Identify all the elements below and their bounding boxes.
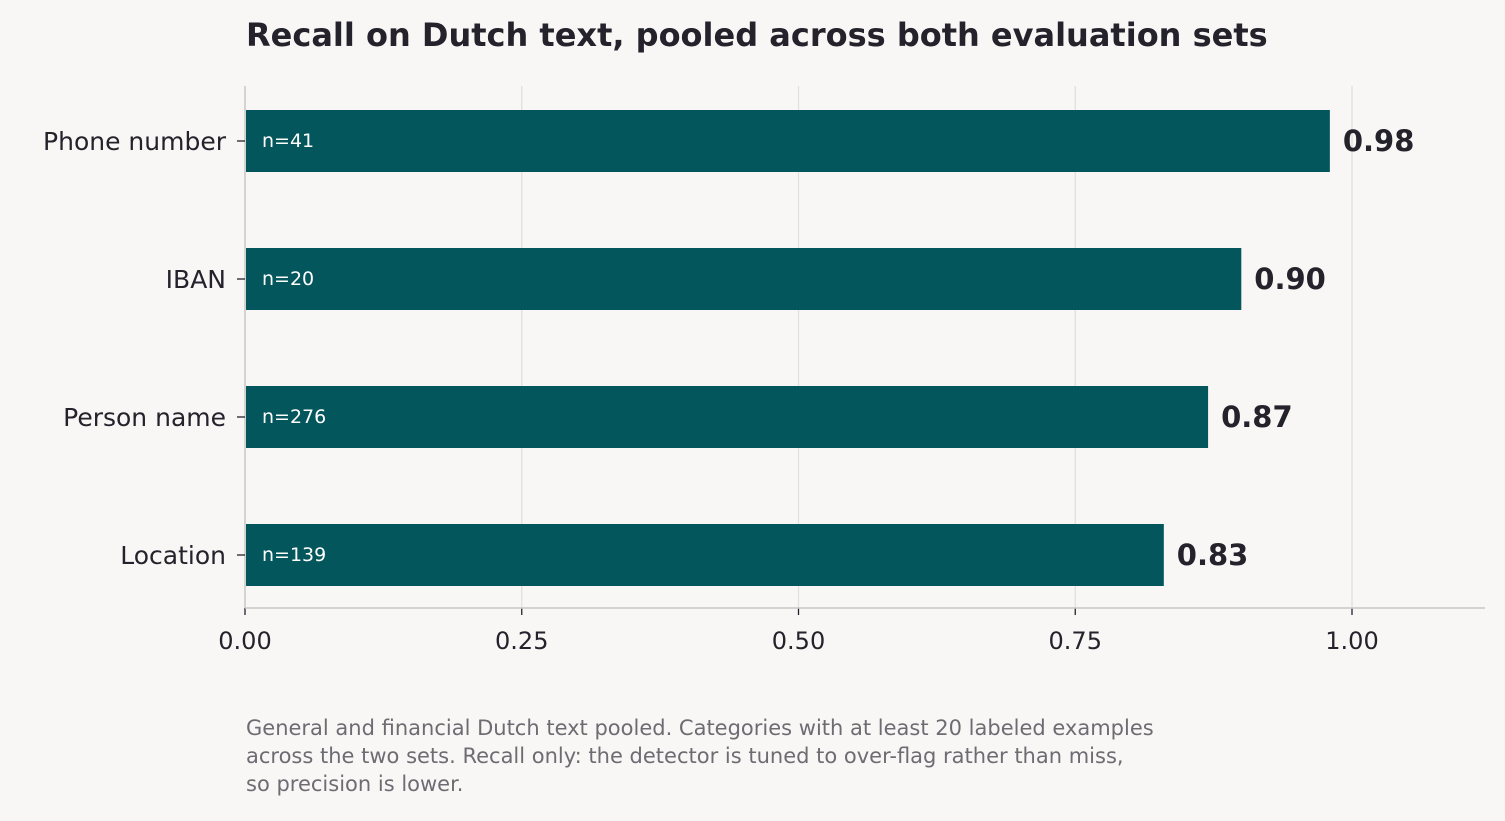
- x-tick-label: 0.75: [1049, 627, 1102, 655]
- value-label: 0.83: [1177, 538, 1249, 572]
- value-label: 0.98: [1343, 124, 1415, 158]
- x-tick-label: 0.50: [772, 627, 825, 655]
- category-label: Phone number: [43, 127, 227, 156]
- x-tick-label: 1.00: [1325, 627, 1378, 655]
- footnote-line: General and financial Dutch text pooled.…: [246, 716, 1154, 740]
- bars: [246, 110, 1330, 586]
- footnote: General and financial Dutch text pooled.…: [246, 714, 1346, 798]
- category-label: Person name: [63, 403, 226, 432]
- footnote-line: so precision is lower.: [246, 772, 464, 796]
- category-label: IBAN: [166, 265, 226, 294]
- bar: [246, 386, 1209, 448]
- gridlines: [521, 86, 1353, 608]
- x-tick-label: 0.00: [218, 627, 271, 655]
- bar: [246, 110, 1330, 172]
- value-label: 0.87: [1221, 400, 1293, 434]
- labels: 0.00 0.25 0.50 0.75 1.00 Phone number n=41 0.98…: [43, 124, 1414, 655]
- x-tick-label: 0.25: [495, 627, 548, 655]
- axes: [237, 86, 1485, 615]
- bar: [246, 248, 1242, 310]
- sample-size-label: n=20: [262, 268, 314, 290]
- category-label: Location: [120, 541, 226, 570]
- sample-size-label: n=276: [262, 406, 326, 428]
- bar: [246, 524, 1164, 586]
- value-label: 0.90: [1254, 262, 1326, 296]
- sample-size-label: n=139: [262, 544, 326, 566]
- chart-title: Recall on Dutch text, pooled across both…: [246, 16, 1268, 54]
- footnote-line: across the two sets. Recall only: the de…: [246, 744, 1124, 768]
- sample-size-label: n=41: [262, 130, 314, 152]
